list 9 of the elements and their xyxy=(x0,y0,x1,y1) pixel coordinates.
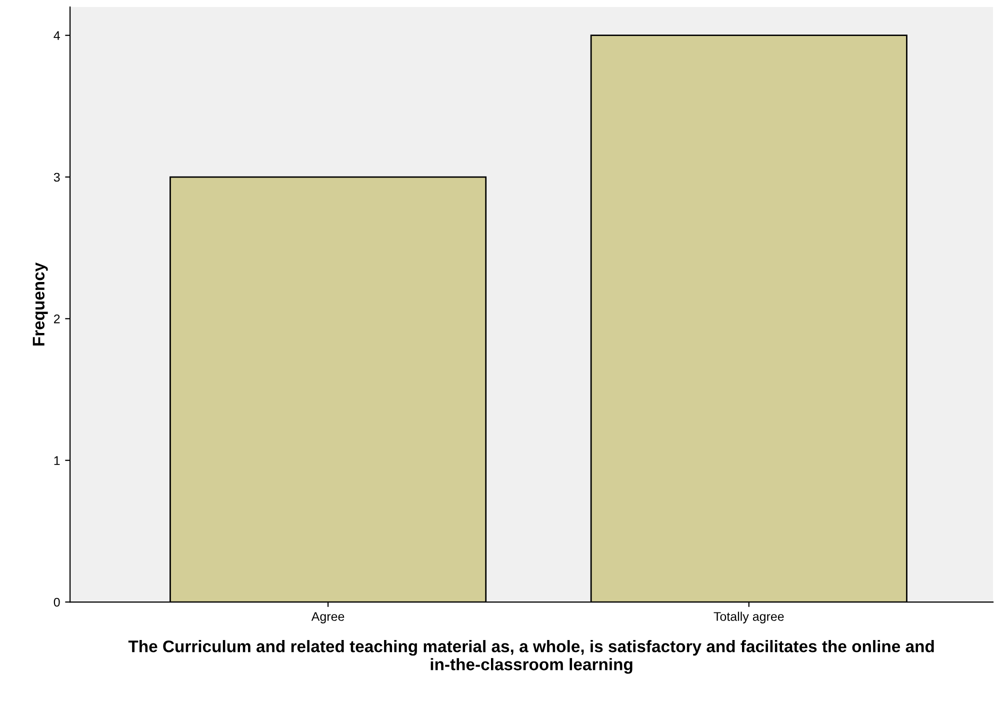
y-tick-label: 1 xyxy=(54,456,60,465)
y-axis-title: Frequency xyxy=(32,262,48,346)
x-axis-title: The Curriculum and related teaching material as, a whole, is satisfactory and facilitates the online and in-the-classroom learning xyxy=(128,640,934,674)
x-tick-label: Totally agree xyxy=(714,612,784,624)
y-tick-label: 4 xyxy=(54,31,60,40)
y-tick-label: 0 xyxy=(54,598,60,607)
y-tick-label: 3 xyxy=(54,172,60,182)
y-tick-label: 2 xyxy=(54,314,60,324)
x-tick-label: Agree xyxy=(311,612,344,624)
